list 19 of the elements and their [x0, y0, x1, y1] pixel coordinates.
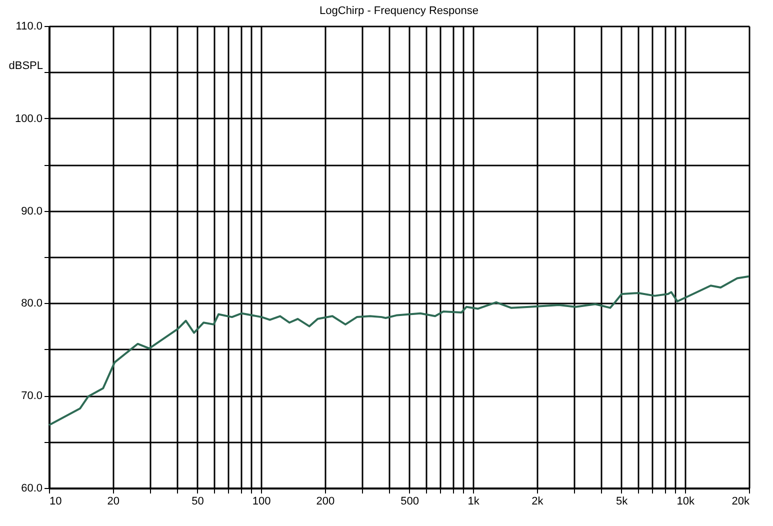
x-tick-label: 2k	[532, 496, 544, 508]
y-tick-label: 80.0	[21, 298, 42, 310]
x-tick-label: 1k	[468, 496, 480, 508]
x-tick-label: 200	[316, 496, 335, 508]
y-axis-title: dBSPL	[8, 60, 43, 72]
y-tick-label: 60.0	[21, 482, 42, 494]
chart-title: LogChirp - Frequency Response	[320, 5, 478, 17]
x-tick-label: 10k	[676, 496, 696, 508]
x-tick-label: 500	[400, 496, 419, 508]
x-tick-label: 100	[252, 496, 271, 508]
x-tick-label: 20	[107, 496, 120, 508]
x-tick-label: 5k	[616, 496, 628, 508]
y-tick-label: 70.0	[21, 390, 42, 402]
x-tick-label: 10	[50, 496, 62, 508]
y-tick-label: 90.0	[21, 205, 42, 218]
x-tick-label: 20k	[732, 496, 750, 508]
y-tick-label: 110.0	[16, 20, 42, 32]
x-tick-label: 50	[192, 496, 204, 508]
y-tick-label: 100.0	[14, 112, 42, 125]
